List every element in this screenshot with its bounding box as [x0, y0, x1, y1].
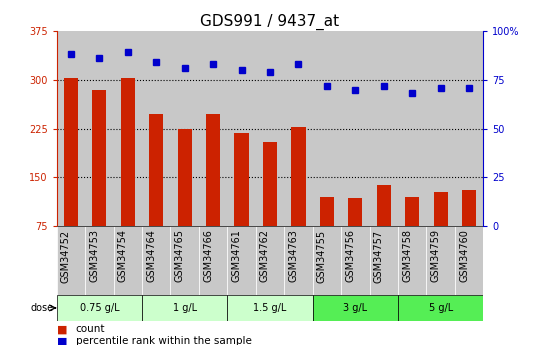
Text: GSM34756: GSM34756 — [345, 229, 355, 283]
Text: GSM34754: GSM34754 — [118, 229, 128, 283]
Text: dose: dose — [31, 303, 54, 313]
Title: GDS991 / 9437_at: GDS991 / 9437_at — [200, 13, 340, 30]
Bar — [427, 31, 455, 226]
Text: GSM34753: GSM34753 — [89, 229, 99, 283]
Bar — [320, 197, 334, 226]
Bar — [405, 197, 420, 226]
Text: GSM34764: GSM34764 — [146, 229, 156, 282]
Bar — [284, 31, 313, 226]
Bar — [171, 31, 199, 226]
Text: GSM34755: GSM34755 — [317, 229, 327, 283]
Text: GSM34758: GSM34758 — [402, 229, 412, 283]
Bar — [85, 226, 113, 295]
Bar — [341, 226, 369, 295]
Bar — [455, 226, 483, 295]
Bar — [427, 226, 455, 295]
Bar — [57, 226, 85, 295]
Bar — [292, 127, 306, 226]
Bar — [377, 185, 391, 226]
Bar — [121, 78, 135, 226]
Bar — [57, 31, 85, 226]
Bar — [234, 133, 248, 226]
Text: GSM34766: GSM34766 — [203, 229, 213, 282]
Bar — [313, 31, 341, 226]
Bar — [227, 295, 313, 321]
Bar — [369, 31, 398, 226]
Bar — [227, 226, 256, 295]
Bar — [171, 226, 199, 295]
Bar — [398, 295, 483, 321]
Text: ■: ■ — [57, 324, 67, 334]
Bar — [142, 31, 171, 226]
Text: 1.5 g/L: 1.5 g/L — [253, 303, 287, 313]
Bar — [455, 31, 483, 226]
Bar — [369, 226, 398, 295]
Text: GSM34763: GSM34763 — [288, 229, 299, 282]
Bar — [64, 78, 78, 226]
Text: ■: ■ — [57, 336, 67, 345]
Bar — [57, 295, 142, 321]
Bar — [199, 31, 227, 226]
Text: 5 g/L: 5 g/L — [429, 303, 453, 313]
Bar — [348, 198, 362, 226]
Text: count: count — [76, 324, 105, 334]
Bar — [149, 114, 163, 226]
Bar — [263, 141, 277, 226]
Bar — [199, 226, 227, 295]
Bar — [313, 226, 341, 295]
Text: GSM34761: GSM34761 — [232, 229, 241, 282]
Bar — [178, 128, 192, 226]
Text: GSM34759: GSM34759 — [430, 229, 441, 283]
Bar — [227, 31, 256, 226]
Bar — [284, 226, 313, 295]
Bar — [256, 226, 284, 295]
Bar — [398, 31, 427, 226]
Bar — [313, 295, 398, 321]
Bar — [341, 31, 369, 226]
Bar — [398, 226, 427, 295]
Bar — [142, 295, 227, 321]
Bar — [92, 89, 106, 226]
Bar — [256, 31, 284, 226]
Text: GSM34762: GSM34762 — [260, 229, 270, 283]
Bar — [142, 226, 171, 295]
Text: GSM34752: GSM34752 — [61, 229, 71, 283]
Bar — [206, 114, 220, 226]
Text: GSM34765: GSM34765 — [174, 229, 185, 283]
Text: 0.75 g/L: 0.75 g/L — [79, 303, 119, 313]
Text: 1 g/L: 1 g/L — [173, 303, 197, 313]
Bar — [462, 190, 476, 226]
Text: GSM34760: GSM34760 — [459, 229, 469, 282]
Bar — [113, 226, 142, 295]
Bar — [113, 31, 142, 226]
Bar — [85, 31, 113, 226]
Bar — [434, 191, 448, 226]
Text: percentile rank within the sample: percentile rank within the sample — [76, 336, 252, 345]
Text: 3 g/L: 3 g/L — [343, 303, 367, 313]
Text: GSM34757: GSM34757 — [374, 229, 384, 283]
